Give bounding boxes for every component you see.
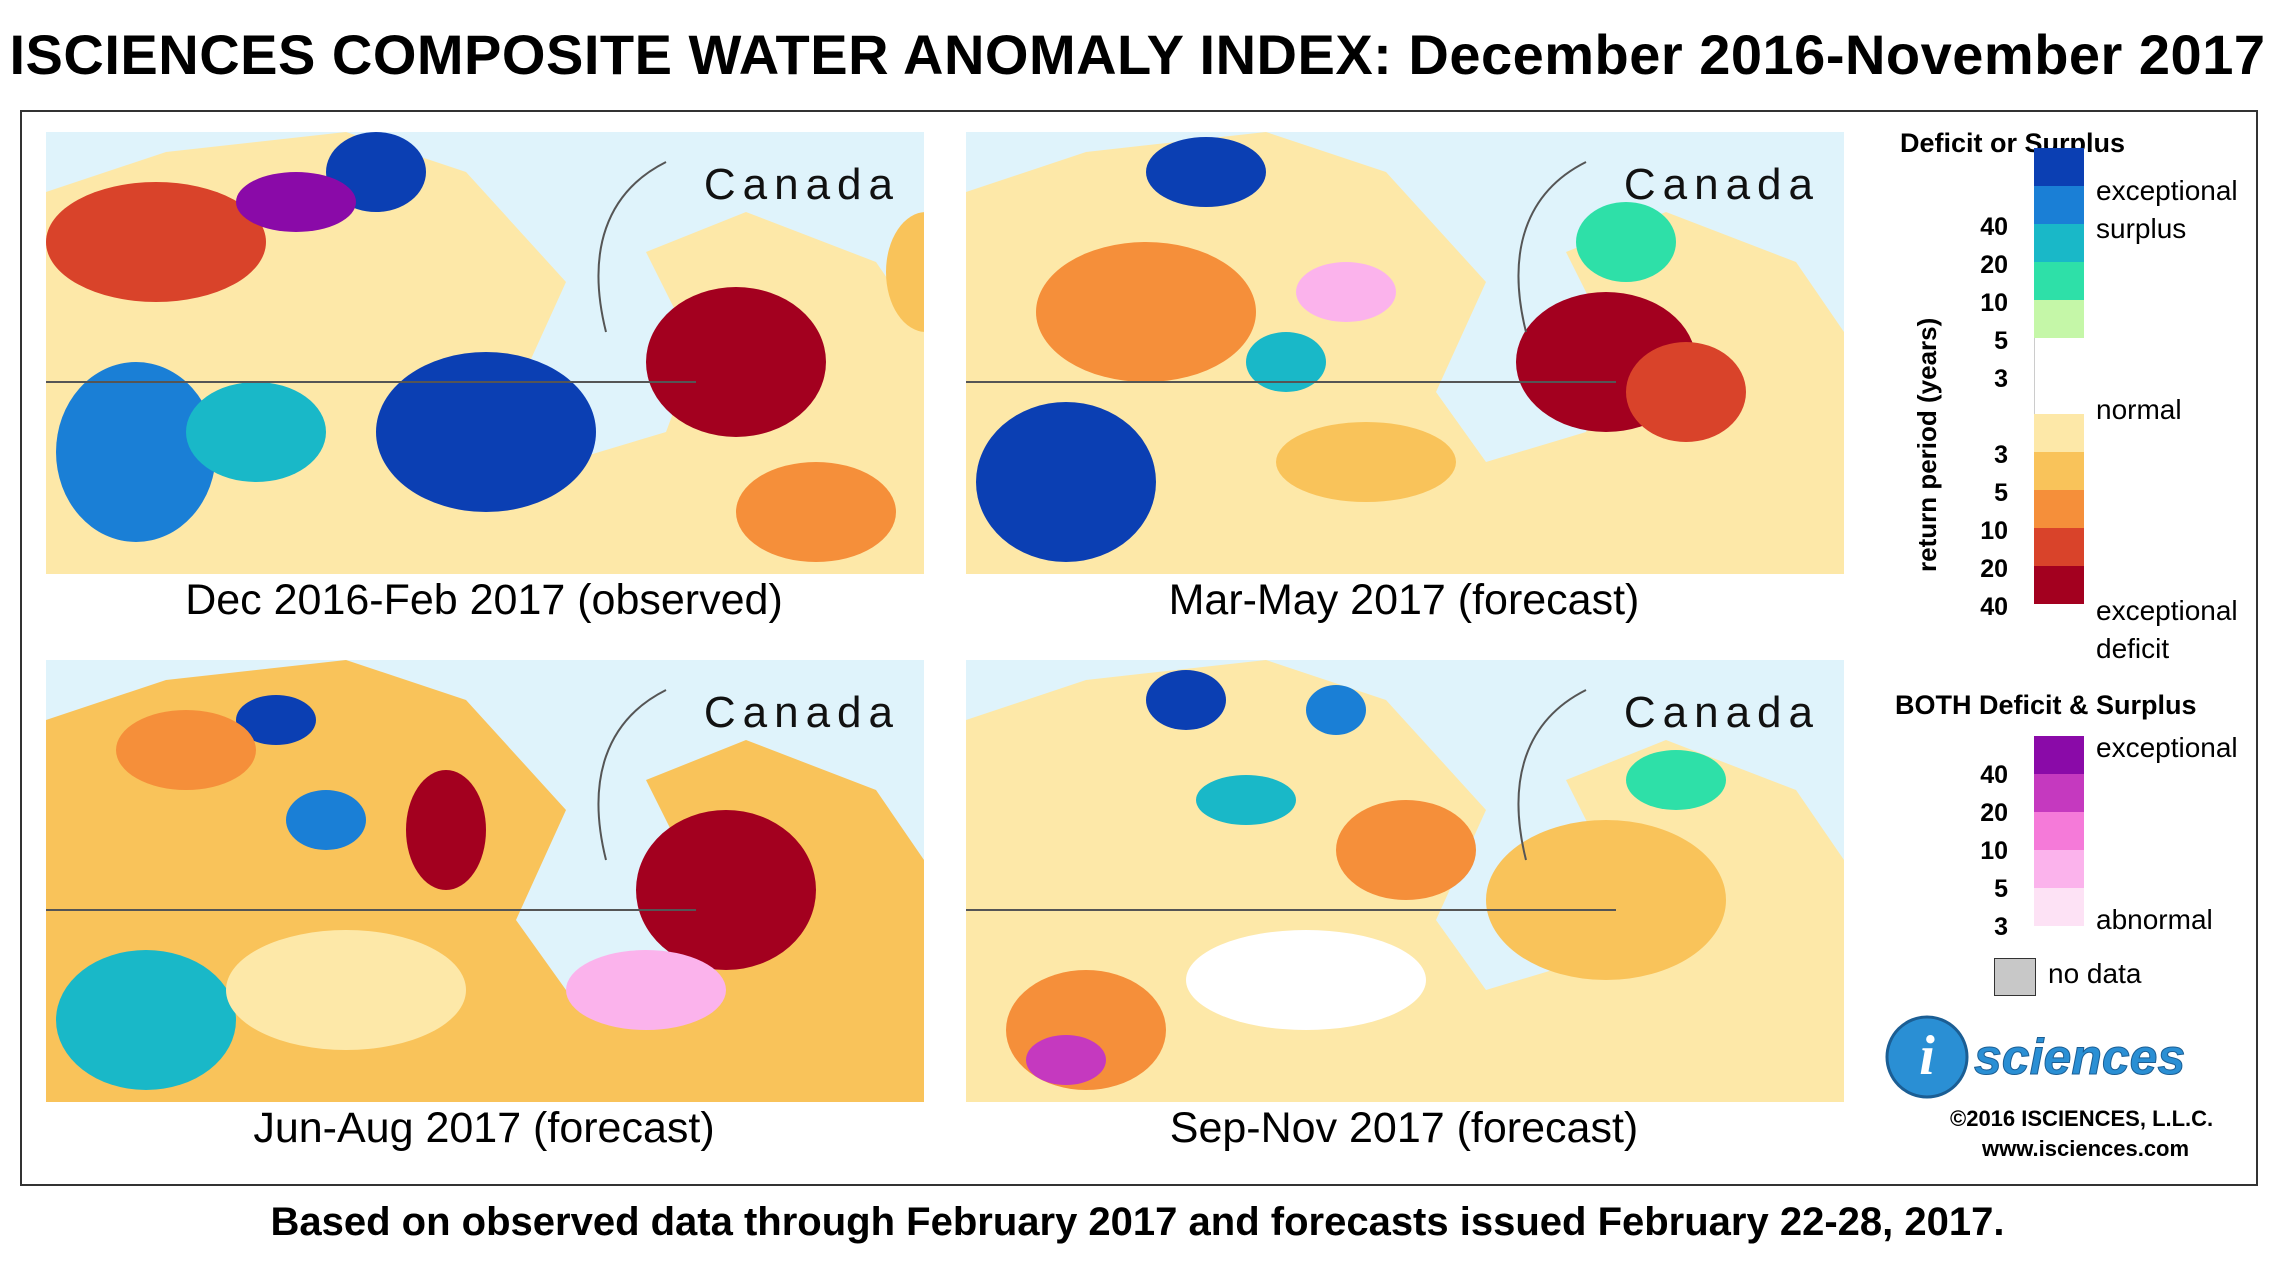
legend-title-deficit-surplus: Deficit or Surplus <box>1900 128 2126 158</box>
map-country-label: Canada <box>703 688 900 737</box>
legend-swatch-surplus-40 <box>2034 186 2084 224</box>
legend-tick-both-5: 5 <box>1994 875 2008 903</box>
legend-tick-deficit-20: 20 <box>1980 555 2008 583</box>
map-canada-jun-aug <box>46 660 924 1102</box>
legend-swatch-deficit-10 <box>2034 490 2084 528</box>
copyright-text: ©2016 ISCIENCES, L.L.C. <box>1950 1106 2214 1131</box>
legend-tick-deficit-40: 40 <box>1980 593 2008 621</box>
map-caption-4: Sep-Nov 2017 (forecast) <box>1169 1104 1639 1152</box>
map-panel-2: Canada <box>966 132 1844 574</box>
legend-tick-surplus-20: 20 <box>1980 251 2008 279</box>
legend-label-abnormal: abnormal <box>2096 904 2213 935</box>
map-caption-3: Jun-Aug 2017 (forecast) <box>253 1104 715 1152</box>
legend-tick-surplus-3: 3 <box>1994 365 2008 393</box>
legend-tick-surplus-40: 40 <box>1980 213 2008 241</box>
map-canada-mar-may <box>966 132 1844 574</box>
isciences-logo-graphic: i sciences <box>1885 1015 2186 1099</box>
legend-tick-surplus-10: 10 <box>1980 289 2008 317</box>
legend-label-no-data: no data <box>2048 958 2142 989</box>
main-title: ISCIENCES COMPOSITE WATER ANOMALY INDEX:… <box>9 23 2266 86</box>
legend-swatch-both-40 <box>2034 774 2084 812</box>
legend-swatch-surplus-5 <box>2034 300 2084 338</box>
isciences-logo: i sciences <box>1882 1012 2262 1102</box>
map-panel-1: Canada <box>46 132 924 574</box>
footer-note: Based on observed data through February … <box>270 1200 2005 1244</box>
legend-swatch-no-data <box>1994 958 2036 996</box>
legend-swatch-both-5 <box>2034 888 2084 926</box>
legend-label-exceptional: exceptional <box>2096 732 2238 763</box>
legend-tick-both-20: 20 <box>1980 799 2008 827</box>
map-canada-dec-feb <box>46 132 924 574</box>
legend-label-exceptional-deficit: exceptional deficit <box>2096 595 2238 664</box>
legend-label-exceptional-surplus: exceptional surplus <box>2096 175 2238 244</box>
map-panel-4: Canada <box>966 660 1844 1102</box>
legend-axis-label: return period (years) <box>1912 317 1942 572</box>
legend-swatch-surplus-exceptional <box>2034 148 2084 186</box>
map-country-label: Canada <box>1623 688 1820 737</box>
figure-frame: Canada Dec 2016-Feb 2017 (observed) Cana… <box>20 110 2258 1186</box>
logo-text: sciences <box>1974 1029 2185 1085</box>
legend-tick-deficit-10: 10 <box>1980 517 2008 545</box>
legend-swatch-both-20 <box>2034 812 2084 850</box>
legend-swatch-deficit-3 <box>2034 414 2084 452</box>
website-link[interactable]: www.isciences.com <box>1982 1136 2190 1161</box>
legend-swatch-deficit-20 <box>2034 528 2084 566</box>
legend-tick-both-3: 3 <box>1994 913 2008 941</box>
legend-title-both: BOTH Deficit & Surplus <box>1895 690 2197 720</box>
legend-tick-surplus-5: 5 <box>1994 327 2008 355</box>
map-caption-2: Mar-May 2017 (forecast) <box>1168 576 1640 624</box>
map-country-label: Canada <box>1623 160 1820 209</box>
legend-swatch-surplus-10 <box>2034 262 2084 300</box>
legend-label-normal: normal <box>2096 394 2182 425</box>
legend-swatch-normal <box>2034 338 2085 414</box>
legend-swatch-both-exceptional <box>2034 736 2084 774</box>
legend-tick-deficit-3: 3 <box>1994 441 2008 469</box>
legend-swatch-surplus-20 <box>2034 224 2084 262</box>
map-caption-1: Dec 2016-Feb 2017 (observed) <box>185 576 783 624</box>
legend-swatch-deficit-40 <box>2034 566 2084 604</box>
legend-swatch-deficit-5 <box>2034 452 2084 490</box>
legend-tick-both-10: 10 <box>1980 837 2008 865</box>
legend-tick-both-40: 40 <box>1980 761 2008 789</box>
legend-tick-deficit-5: 5 <box>1994 479 2008 507</box>
map-panel-3: Canada <box>46 660 924 1102</box>
legend-swatch-both-10 <box>2034 850 2084 888</box>
map-canada-sep-nov <box>966 660 1844 1102</box>
logo-letter: i <box>1919 1025 1935 1087</box>
map-country-label: Canada <box>703 160 900 209</box>
